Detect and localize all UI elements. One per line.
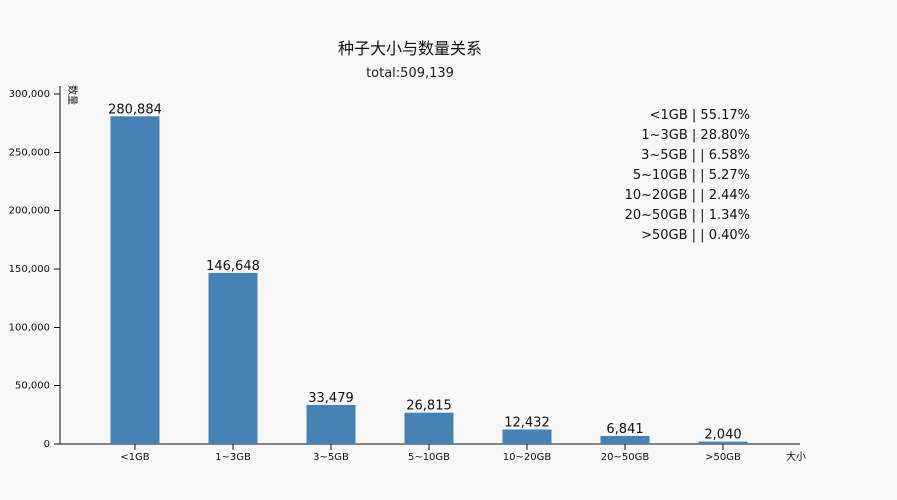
bar-value-label: 146,648 — [206, 259, 260, 274]
legend-item: 10~20GB | | 2.44% — [625, 188, 750, 203]
bar-value-label: 6,841 — [606, 422, 643, 437]
x-axis-tick-label: >50GB — [705, 452, 741, 463]
legend-item: 20~50GB | | 1.34% — [625, 208, 750, 223]
y-axis-tick-label: 50,000 — [15, 381, 50, 392]
x-axis-tick-label: 3~5GB — [313, 452, 349, 463]
legend-item: <1GB | 55.17% — [650, 108, 750, 123]
bar — [502, 429, 552, 444]
bar-value-label: 12,432 — [504, 415, 550, 430]
y-axis-tick-label: 250,000 — [9, 147, 50, 158]
legend-item: >50GB | | 0.40% — [641, 228, 750, 243]
bar — [698, 441, 748, 444]
bar-value-label: 2,040 — [704, 428, 741, 443]
legend: <1GB | 55.17% 1~3GB | 28.80% 3~5GB | | 6.5… — [625, 108, 750, 243]
y-axis-tick-label: 0 — [44, 439, 50, 450]
chart-subtitle: total:509,139 — [366, 66, 454, 81]
x-axis-label: 大小 — [786, 450, 806, 463]
legend-item: 5~10GB | | 5.27% — [633, 168, 750, 183]
x-axis-tick-label: <1GB — [120, 452, 149, 463]
bar — [110, 116, 160, 444]
bar-value-label: 26,815 — [406, 399, 452, 414]
legend-item: 1~3GB | 28.80% — [641, 128, 750, 143]
bar — [208, 272, 258, 444]
y-axis-tick-label: 300,000 — [9, 89, 50, 100]
bar-value-label: 280,884 — [108, 102, 162, 117]
x-axis-tick-label: 1~3GB — [215, 452, 251, 463]
bar — [404, 412, 454, 444]
y-axis-tick-label: 150,000 — [9, 264, 50, 275]
chart-title: 种子大小与数量关系 — [338, 39, 482, 58]
y-axis-tick-label: 100,000 — [9, 322, 50, 333]
x-axis-tick-label: 5~10GB — [408, 452, 450, 463]
x-axis-tick-label: 20~50GB — [601, 452, 650, 463]
x-axis-tick-label: 10~20GB — [503, 452, 552, 463]
bar-value-label: 33,479 — [308, 391, 354, 406]
x-axis-ticks: <1GB 1~3GB 3~5GB 5~10GB 10~20GB 20~50GB >50GB — [120, 444, 741, 463]
bar-labels-group: 280,884 146,648 33,479 26,815 12,432 6,841 2,0… — [108, 102, 741, 442]
bar — [306, 404, 356, 444]
y-axis-label: 数量 — [66, 85, 79, 105]
bar — [600, 436, 650, 444]
y-axis-ticks: 0 50,000 100,000 150,000 200,000 250,000 300,0… — [9, 89, 60, 450]
bars-group — [110, 116, 748, 444]
legend-item: 3~5GB | | 6.58% — [641, 148, 750, 163]
y-axis-tick-label: 200,000 — [9, 206, 50, 217]
